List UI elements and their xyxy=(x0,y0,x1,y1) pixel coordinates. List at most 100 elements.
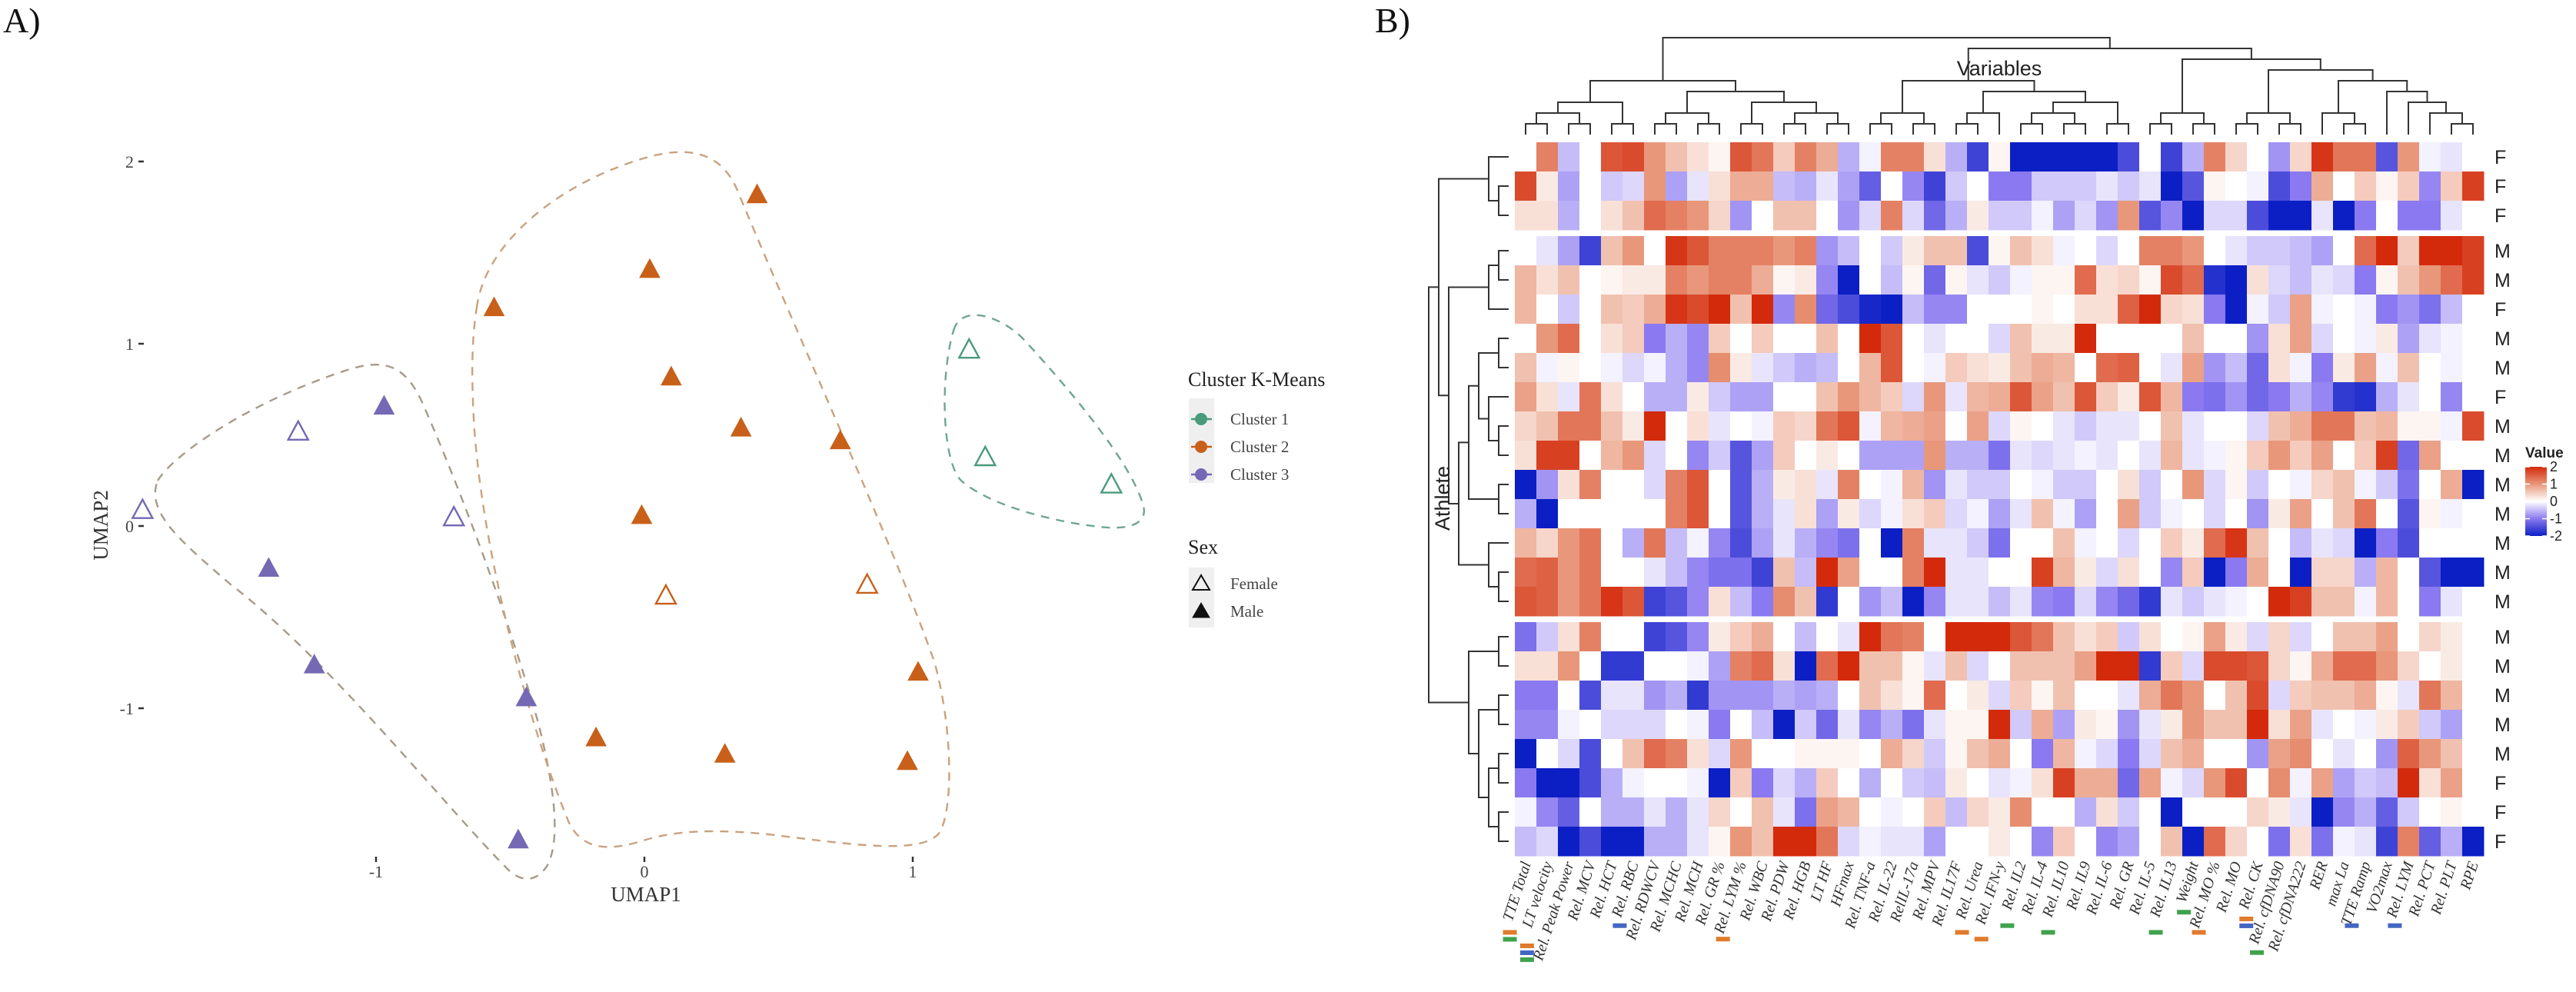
heatmap-cell xyxy=(1795,587,1817,617)
heatmap-cell xyxy=(1622,739,1645,769)
heatmap-cell xyxy=(2247,353,2269,383)
heatmap-cell xyxy=(2139,411,2162,441)
heatmap-cell xyxy=(1666,295,1688,325)
heatmap-cell xyxy=(2247,797,2269,827)
row-label: F xyxy=(2494,299,2506,321)
heatmap-cell xyxy=(2075,441,2097,471)
heatmap-cell xyxy=(1666,739,1688,769)
colorbar-tick-label: 0 xyxy=(2550,494,2558,509)
heatmap-cell xyxy=(1601,797,1623,827)
heatmap-cell xyxy=(2355,651,2377,681)
heatmap-cell xyxy=(2333,797,2355,827)
heatmap-cell xyxy=(2096,142,2118,172)
heatmap-cell xyxy=(2118,827,2140,857)
heatmap-cell xyxy=(1902,768,1925,798)
heatmap-cell xyxy=(1967,797,1989,827)
heatmap-cell xyxy=(2311,587,2334,617)
heatmap-cell xyxy=(1515,142,1537,172)
point-cluster-2-male xyxy=(661,365,682,386)
heatmap-cell xyxy=(1622,470,1645,500)
heatmap-cell xyxy=(2118,768,2140,798)
heatmap-cell xyxy=(1881,353,1903,383)
heatmap-cell xyxy=(2333,710,2355,740)
heatmap-cell xyxy=(2182,739,2205,769)
umap-scatter-plot: -1 0 1 2 -1 0 1 UMAP1 UMAP2 Cluster K-Means C… xyxy=(89,151,1325,906)
heatmap-cell xyxy=(1644,201,1666,231)
heatmap-cell xyxy=(2441,470,2463,500)
heatmap-cell xyxy=(2225,651,2248,681)
point-cluster-3-male xyxy=(303,654,325,674)
heatmap-cell xyxy=(1816,265,1839,295)
heatmap-cell xyxy=(2311,558,2334,588)
heatmap-cell xyxy=(1687,528,1709,558)
heatmap-cell xyxy=(1924,681,1946,711)
heatmap-cell xyxy=(2182,651,2205,681)
heatmap-cell xyxy=(1536,353,1559,383)
heatmap-cell xyxy=(2010,265,2032,295)
heatmap-cell xyxy=(2161,441,2183,471)
heatmap-cell xyxy=(1730,382,1752,412)
heatmap-cell xyxy=(2032,797,2054,827)
row-label: F xyxy=(2494,205,2506,227)
heatmap-cell xyxy=(2182,201,2205,231)
heatmap-cell xyxy=(2182,142,2205,172)
heatmap-cell xyxy=(2441,142,2463,172)
dendrogram-branch xyxy=(2020,123,2043,135)
heatmap-cell xyxy=(1622,171,1645,201)
heatmap-cell xyxy=(1967,558,1989,588)
heatmap-cell xyxy=(2139,681,2162,711)
heatmap-cell xyxy=(2398,827,2420,857)
heatmap-cell xyxy=(1859,142,1882,172)
heatmap-cell xyxy=(1536,382,1559,412)
heatmap-cell xyxy=(2075,797,2097,827)
heatmap-cell xyxy=(2462,499,2484,529)
heatmap-cell xyxy=(2268,236,2291,266)
heatmap-cell xyxy=(1945,171,1968,201)
heatmap-cell xyxy=(1859,558,1882,588)
heatmap-cell xyxy=(1945,558,1968,588)
heatmap-cell xyxy=(2311,236,2334,266)
heatmap-cell xyxy=(2053,441,2075,471)
heatmap-cell xyxy=(1579,797,1602,827)
heatmap-cell xyxy=(2075,142,2097,172)
heatmap-cell xyxy=(1881,201,1903,231)
heatmap-cell xyxy=(1622,651,1645,681)
heatmap-cell xyxy=(1881,622,1903,652)
heatmap-cell xyxy=(2355,587,2377,617)
heatmap-cell xyxy=(1730,441,1752,471)
colorbar-title: Value xyxy=(2525,445,2564,461)
heatmap-cell xyxy=(1752,587,1774,617)
heatmap-cell xyxy=(2118,236,2140,266)
heatmap-cell xyxy=(1558,411,1580,441)
heatmap-cell xyxy=(1666,499,1688,529)
heatmap-cell xyxy=(2355,441,2377,471)
heatmap-cell xyxy=(2225,382,2248,412)
heatmap-cell xyxy=(1838,587,1860,617)
heatmap-cell xyxy=(2311,710,2334,740)
heatmap-cell xyxy=(2398,411,2420,441)
dendrogram-branch xyxy=(1498,338,1509,368)
heatmap-cell xyxy=(1945,797,1968,827)
heatmap-cell xyxy=(2204,797,2226,827)
heatmap-cell xyxy=(1989,265,2011,295)
heatmap-cell xyxy=(2268,681,2291,711)
row-label: M xyxy=(2494,474,2511,496)
heatmap-cell xyxy=(1795,236,1817,266)
heatmap-cell xyxy=(1773,382,1796,412)
heatmap-cell xyxy=(1967,171,1989,201)
heatmap-cell xyxy=(2075,681,2097,711)
heatmap-cell xyxy=(2398,324,2420,354)
heatmap-cell xyxy=(2441,441,2463,471)
dendrogram-branch xyxy=(2451,123,2474,135)
heatmap-cell xyxy=(2225,470,2248,500)
heatmap-cell xyxy=(2355,411,2377,441)
heatmap-cell xyxy=(2139,622,2162,652)
heatmap-cell xyxy=(1989,528,2011,558)
column-marker xyxy=(1716,937,1730,942)
dendrogram-branch xyxy=(1568,123,1591,135)
heatmap-cell xyxy=(1859,236,1882,266)
heatmap-cell xyxy=(1601,324,1623,354)
heatmap-cell xyxy=(1601,353,1623,383)
heatmap-cell xyxy=(1989,295,2011,325)
x-tick-label: -1 xyxy=(369,862,383,881)
